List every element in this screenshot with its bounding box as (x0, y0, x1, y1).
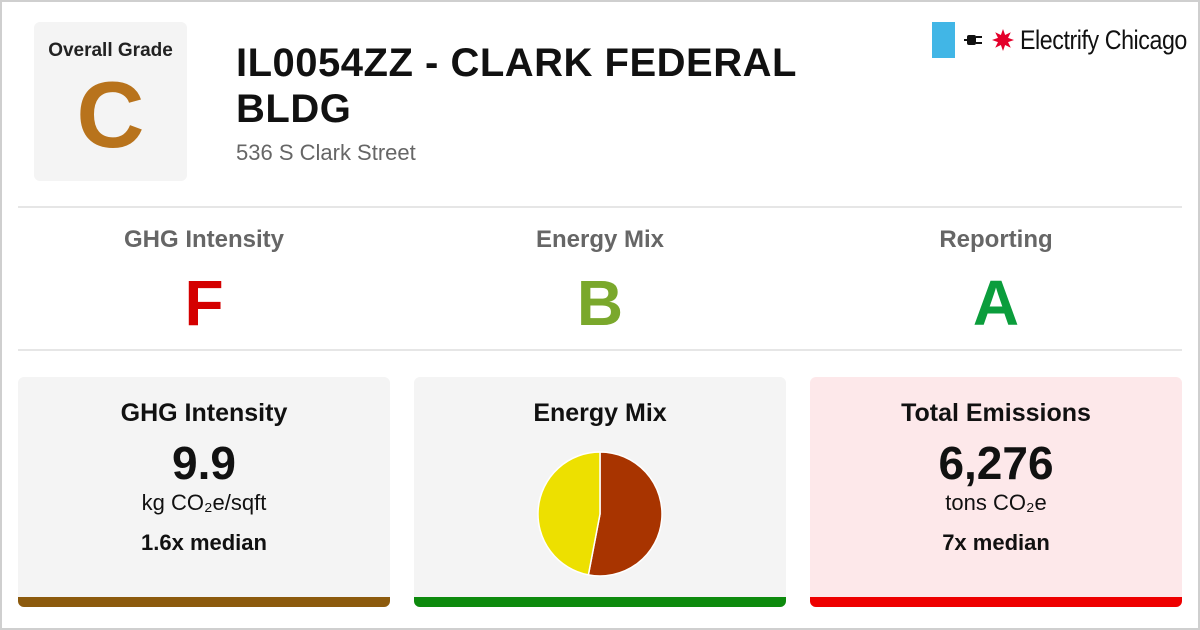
card-title: Energy Mix (533, 399, 667, 427)
grade-letter: B (576, 267, 624, 339)
energy-mix-card: Energy Mix (414, 377, 786, 607)
card-median: 7x median (942, 530, 1050, 555)
grade-energy-mix: Energy Mix B (414, 226, 786, 338)
header-divider (18, 206, 1182, 208)
grade-label: GHG Intensity (123, 226, 285, 253)
card-title: GHG Intensity (120, 399, 288, 427)
card-value: 9.9 (172, 437, 236, 489)
brand-logo[interactable]: Electrify Chicago (932, 22, 1200, 58)
overall-grade-label: Overall Grade (48, 40, 173, 61)
grade-reporting: Reporting A (810, 226, 1182, 338)
grade-letter: A (972, 267, 1020, 339)
pie-slice-0 (587, 451, 663, 577)
overall-grade-letter: C (76, 62, 145, 167)
ghg-intensity-card: GHG Intensity 9.9 kg CO₂e/sqft 1.6x medi… (18, 377, 390, 607)
building-title: IL0054ZZ - CLARK FEDERAL BLDG (236, 41, 797, 131)
card-unit: tons CO₂e (945, 490, 1047, 515)
card-median: 1.6x median (141, 530, 267, 555)
card-accent-bar (414, 597, 786, 607)
grade-letter: F (184, 267, 224, 339)
energy-mix-pie-chart (537, 451, 663, 577)
card-accent-bar (810, 597, 1182, 607)
brand-name: Electrify Chicago (1020, 24, 1187, 55)
card-value: 6,276 (938, 437, 1054, 489)
card-accent-bar (18, 597, 390, 607)
total-emissions-card: Total Emissions 6,276 tons CO₂e 7x media… (810, 377, 1182, 607)
grade-ghg-intensity: GHG Intensity F (18, 226, 390, 338)
plug-icon (964, 35, 982, 45)
grade-label: Energy Mix (535, 226, 665, 253)
pie-slice-1 (537, 451, 601, 576)
card-title: Total Emissions (901, 399, 1091, 427)
chicago-star-icon (992, 29, 1014, 51)
building-address: 536 S Clark Street (236, 140, 416, 165)
overall-grade-box: Overall Grade C (34, 22, 187, 181)
card-unit: kg CO₂e/sqft (141, 490, 267, 515)
flag-stripe-icon (932, 22, 955, 58)
grade-label: Reporting (939, 226, 1053, 253)
grades-divider (18, 349, 1182, 351)
